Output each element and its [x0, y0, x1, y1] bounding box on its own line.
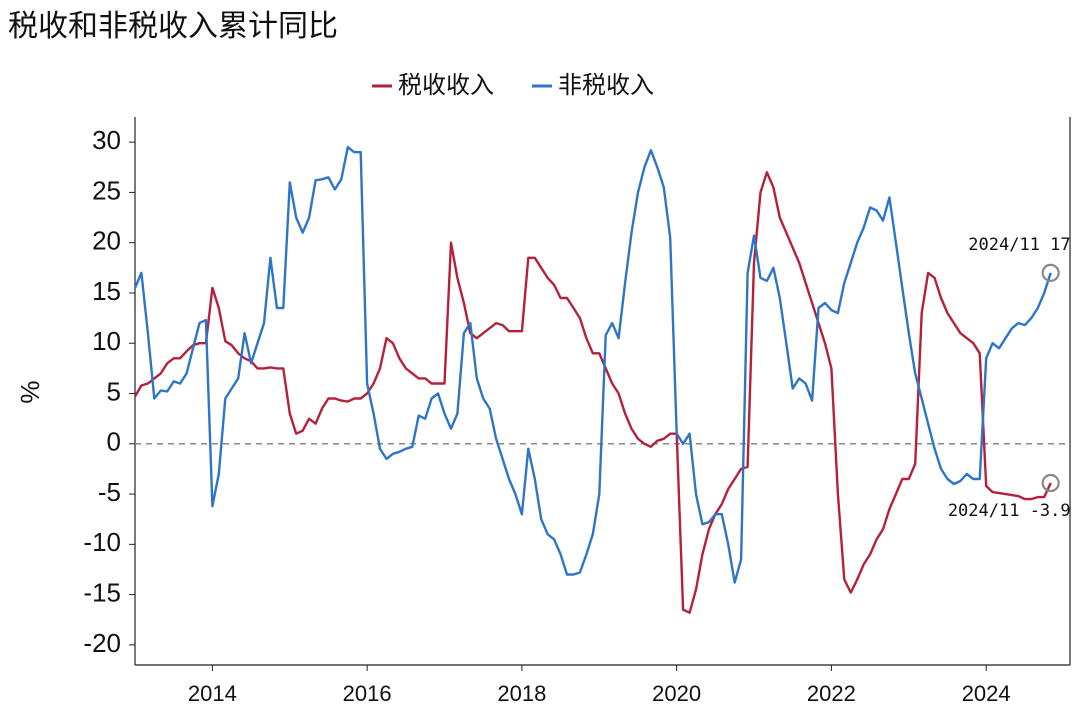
annotation: 2024/11 17: [968, 235, 1070, 255]
y-tick-label: -10: [83, 527, 121, 557]
series-line: [133, 146, 1052, 584]
legend-label: 税收收入: [398, 71, 494, 99]
chart-title: 税收和非税收入累计同比: [8, 9, 338, 44]
y-tick-label: -5: [98, 477, 121, 507]
y-tick-label: 25: [92, 175, 121, 205]
end-marker: [1041, 263, 1060, 282]
x-tick-label: 2020: [652, 681, 701, 706]
y-tick-label: 30: [92, 125, 121, 155]
y-tick-label: 10: [92, 326, 121, 356]
annotation: 2024/11 -3.9: [948, 501, 1071, 521]
x-tick-label: 2022: [807, 681, 856, 706]
x-tick-label: 2018: [497, 681, 546, 706]
y-tick-label: -20: [83, 628, 121, 658]
legend-label: 非税收入: [558, 71, 654, 99]
y-tick-label: 0: [107, 427, 121, 457]
x-tick-label: 2016: [343, 681, 392, 706]
series-line: [133, 171, 1052, 614]
x-tick-label: 2014: [188, 681, 237, 706]
y-axis-label: %: [15, 380, 45, 403]
x-tick-label: 2024: [962, 681, 1011, 706]
y-tick-label: -15: [83, 577, 121, 607]
y-tick-label: 15: [92, 276, 121, 306]
y-tick-label: 20: [92, 226, 121, 256]
y-tick-label: 5: [107, 376, 121, 406]
end-marker: [1041, 473, 1060, 493]
